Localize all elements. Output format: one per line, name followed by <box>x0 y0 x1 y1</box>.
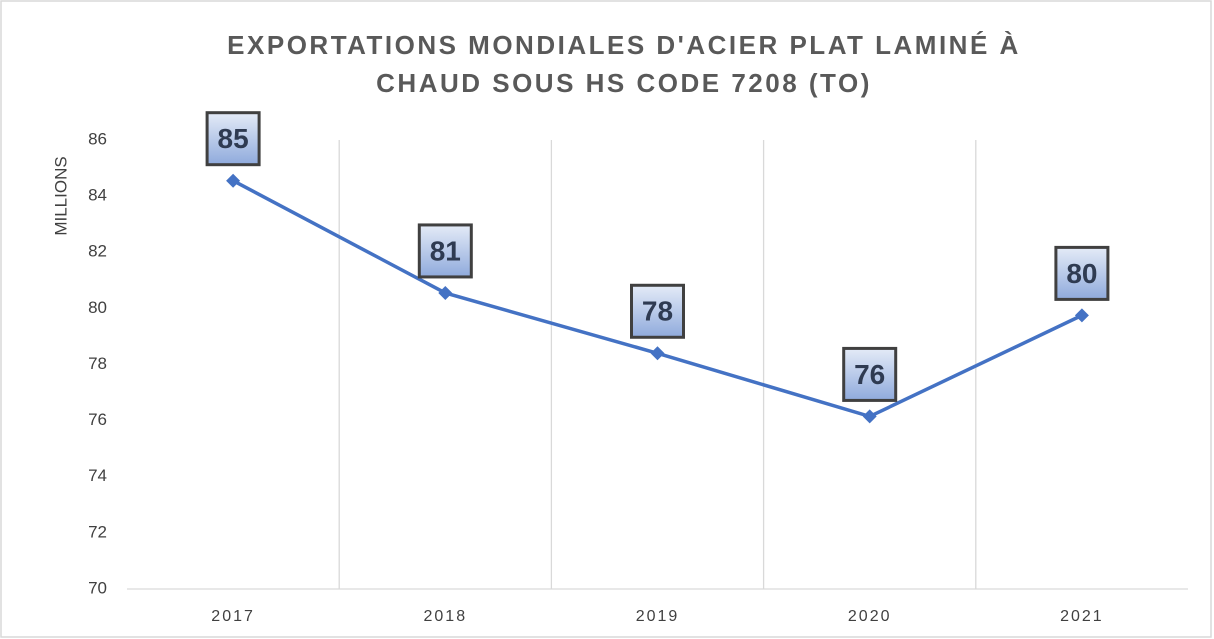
data-label: 78 <box>642 296 673 327</box>
data-label: 81 <box>430 235 461 266</box>
y-tick-label: 82 <box>88 242 107 261</box>
marker <box>862 409 877 424</box>
marker <box>226 173 241 188</box>
y-axis-label: MILLIONS <box>51 156 70 235</box>
data-label-box <box>205 111 261 167</box>
data-label: 76 <box>854 359 885 390</box>
data-label: 85 <box>218 123 249 154</box>
y-tick-label: 86 <box>88 129 107 148</box>
y-tick-label: 72 <box>88 522 107 541</box>
marker <box>1074 308 1089 323</box>
x-tick-label: 2018 <box>424 608 468 625</box>
data-label-box <box>1054 245 1110 301</box>
y-tick-label: 84 <box>88 186 107 205</box>
data-label: 80 <box>1066 258 1097 289</box>
marker <box>438 285 453 300</box>
data-label-box <box>842 346 898 402</box>
data-label-box <box>417 223 473 279</box>
x-tick-label: 2017 <box>211 608 255 625</box>
chart-title: EXPORTATIONS MONDIALES D'ACIER PLAT LAMI… <box>227 30 1021 60</box>
y-tick-label: 70 <box>88 578 107 597</box>
data-label-box <box>630 283 685 339</box>
marker <box>650 346 665 361</box>
x-tick-label: 2020 <box>848 608 892 625</box>
y-tick-label: 76 <box>88 410 107 429</box>
chart-title: CHAUD SOUS HS CODE 7208 (TO) <box>376 68 872 98</box>
x-tick-label: 2021 <box>1060 608 1104 625</box>
x-tick-label: 2019 <box>636 608 680 625</box>
y-tick-label: 74 <box>88 466 107 485</box>
y-tick-label: 80 <box>88 298 107 317</box>
y-tick-label: 78 <box>88 354 107 373</box>
